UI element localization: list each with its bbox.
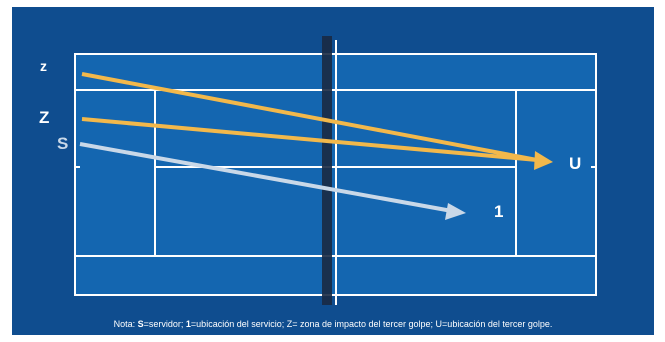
- third-shot-arrow-middle-shaft: [81, 117, 538, 162]
- label-z-small: z: [40, 58, 47, 74]
- label-u: U: [569, 154, 582, 173]
- label-z-big: Z: [39, 108, 50, 127]
- footnote-s-text: =servidor;: [143, 319, 186, 329]
- third-shot-arrow-head: [534, 151, 553, 170]
- footnote: Nota: S=servidor; 1=ubicación del servic…: [12, 319, 654, 329]
- label-one: 1: [494, 202, 504, 221]
- footnote-one-key: 1: [185, 319, 191, 329]
- serve-arrow-shaft: [79, 142, 453, 213]
- label-s: S: [57, 134, 69, 153]
- footnote-one-text: =ubicación del servicio; Z= zona de impa…: [190, 319, 553, 329]
- net-shadow: [322, 36, 332, 305]
- serve-arrow-head: [445, 203, 466, 220]
- third-shot-arrow-top-shaft: [81, 72, 538, 162]
- footnote-s-key: S: [137, 319, 144, 329]
- footnote-prefix: Nota:: [113, 319, 138, 329]
